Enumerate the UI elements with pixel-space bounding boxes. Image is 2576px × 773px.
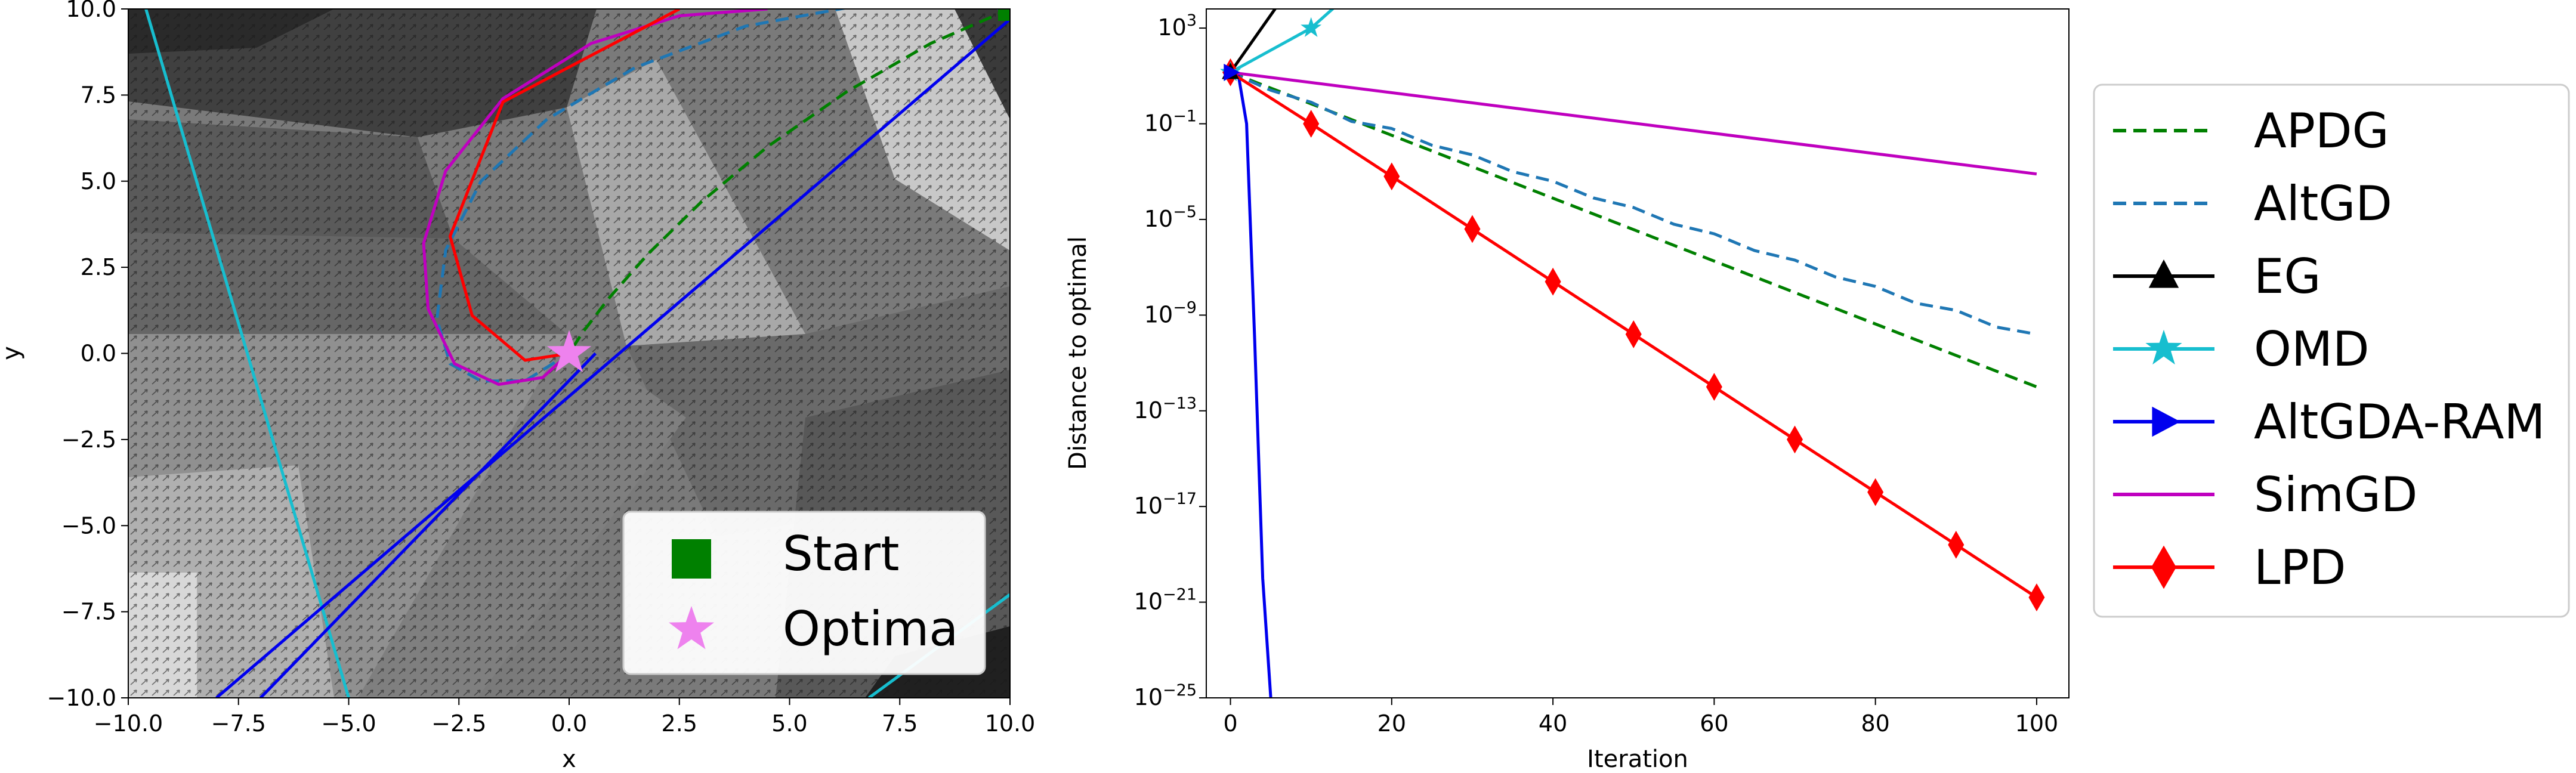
left-x-tick-label: 10.0 bbox=[985, 710, 1036, 737]
left-y-tick-label: −7.5 bbox=[61, 599, 116, 625]
trajectory-plot: −10.0 −7.5 −5.0 −2.5 0.0 2.5 5.0 7.5 10.0 −10.0 −… bbox=[0, 0, 1035, 773]
right-y-tick-label: 10−13 bbox=[1134, 394, 1197, 423]
left-x-tick-label: −10.0 bbox=[94, 710, 163, 737]
right-y-tick-label: 10−5 bbox=[1144, 203, 1197, 232]
left-y-tick-label: 7.5 bbox=[81, 82, 116, 108]
legend-marker-omd bbox=[2145, 329, 2182, 365]
legend-optima-label: Optima bbox=[783, 601, 958, 657]
legend-marker-lpd bbox=[2151, 545, 2176, 589]
left-y-tick-label: 5.0 bbox=[81, 168, 116, 194]
legend-label-lpd: LPD bbox=[2254, 540, 2346, 595]
lpd-marker bbox=[1383, 162, 1400, 191]
series-line-simgd bbox=[1230, 70, 2037, 176]
right-y-tick-label: 10−21 bbox=[1134, 586, 1197, 615]
left-legend: Start Optima bbox=[622, 511, 986, 675]
left-x-tick-label: −5.0 bbox=[321, 710, 376, 737]
legend-label-apdg: APDG bbox=[2254, 103, 2389, 159]
right-y-tick-label: 10−17 bbox=[1134, 490, 1197, 519]
left-y-tick-label: 10.0 bbox=[66, 0, 116, 22]
right-x-tick-label: 60 bbox=[1700, 710, 1728, 737]
left-y-tick-label: −5.0 bbox=[61, 512, 116, 539]
legend-label-altgda-ram: AltGDA-RAM bbox=[2254, 394, 2545, 450]
lpd-marker bbox=[1464, 215, 1481, 243]
left-y-tick-label: −10.0 bbox=[47, 685, 116, 711]
left-x-tick-label: 0.0 bbox=[551, 710, 587, 737]
right-y-axis-label: Distance to optimal bbox=[1064, 236, 1092, 470]
convergence-plot: 0 20 40 60 80 100 103 10−1 10−5 10−9 10−13 10−17 10… bbox=[1064, 8, 2570, 773]
right-x-tick-label: 100 bbox=[2015, 710, 2059, 737]
trajectory-lpd bbox=[449, 9, 680, 362]
left-x-axis-label: x bbox=[562, 746, 576, 773]
left-x-tick-label: −7.5 bbox=[211, 710, 266, 737]
start-point-marker bbox=[998, 9, 1010, 21]
optima-point-marker bbox=[546, 330, 592, 373]
legend-star-marker bbox=[669, 606, 714, 650]
omd-marker bbox=[1301, 17, 1322, 37]
right-x-tick-label: 80 bbox=[1861, 710, 1889, 737]
right-y-tick-label: 103 bbox=[1157, 11, 1197, 41]
legend-label-simgd: SimGD bbox=[2254, 467, 2418, 522]
legend-label-eg: EG bbox=[2254, 249, 2321, 304]
lpd-marker bbox=[1787, 425, 1803, 454]
right-y-tick-label: 10−25 bbox=[1134, 681, 1197, 710]
lpd-marker bbox=[1545, 267, 1561, 296]
left-y-tick-label: 0.0 bbox=[81, 341, 116, 367]
right-x-tick-label: 0 bbox=[1223, 710, 1237, 737]
legend-square-marker bbox=[672, 539, 711, 579]
trajectory-altgda-ram-1 bbox=[259, 352, 597, 698]
right-x-tick-label: 20 bbox=[1377, 710, 1406, 737]
legend-start-label: Start bbox=[783, 526, 899, 582]
lpd-marker bbox=[1867, 478, 1884, 506]
left-x-tick-label: 7.5 bbox=[882, 710, 918, 737]
right-x-axis-label: Iteration bbox=[1587, 746, 1688, 773]
left-x-tick-label: −2.5 bbox=[431, 710, 486, 737]
altgda-ram-marker bbox=[1224, 63, 1240, 81]
series-line-eg bbox=[1229, 9, 1277, 73]
lpd-marker bbox=[1706, 373, 1722, 401]
trajectory-omd-0 bbox=[144, 9, 350, 698]
left-y-axis-label: y bbox=[0, 346, 25, 360]
right-x-tick-label: 40 bbox=[1539, 710, 1567, 737]
right-y-tick-label: 10−9 bbox=[1144, 298, 1197, 327]
trajectory-altgda-ram-0 bbox=[215, 18, 1010, 698]
left-x-tick-label: 2.5 bbox=[662, 710, 697, 737]
lpd-marker bbox=[1303, 110, 1320, 138]
legend-label-omd: OMD bbox=[2254, 321, 2370, 377]
right-y-tick-label: 10−1 bbox=[1144, 107, 1197, 137]
legend-marker-eg bbox=[2148, 259, 2179, 288]
left-x-tick-label: 5.0 bbox=[771, 710, 807, 737]
left-y-tick-label: −2.5 bbox=[61, 426, 116, 453]
trajectory-simgd bbox=[422, 9, 768, 386]
lpd-marker bbox=[1625, 320, 1642, 348]
legend-label-altgd: AltGD bbox=[2254, 176, 2392, 231]
lpd-marker bbox=[1948, 530, 1965, 559]
trajectory-apdg bbox=[567, 9, 1010, 354]
right-legend: APDG AltGD EG OMD AltGDA-RAM SimGD LPD bbox=[2093, 84, 2570, 618]
series-line-altgd bbox=[1230, 71, 2037, 336]
legend-marker-altgda-ram bbox=[2152, 406, 2180, 437]
lpd-marker bbox=[2028, 583, 2045, 611]
left-y-tick-label: 2.5 bbox=[81, 254, 116, 280]
